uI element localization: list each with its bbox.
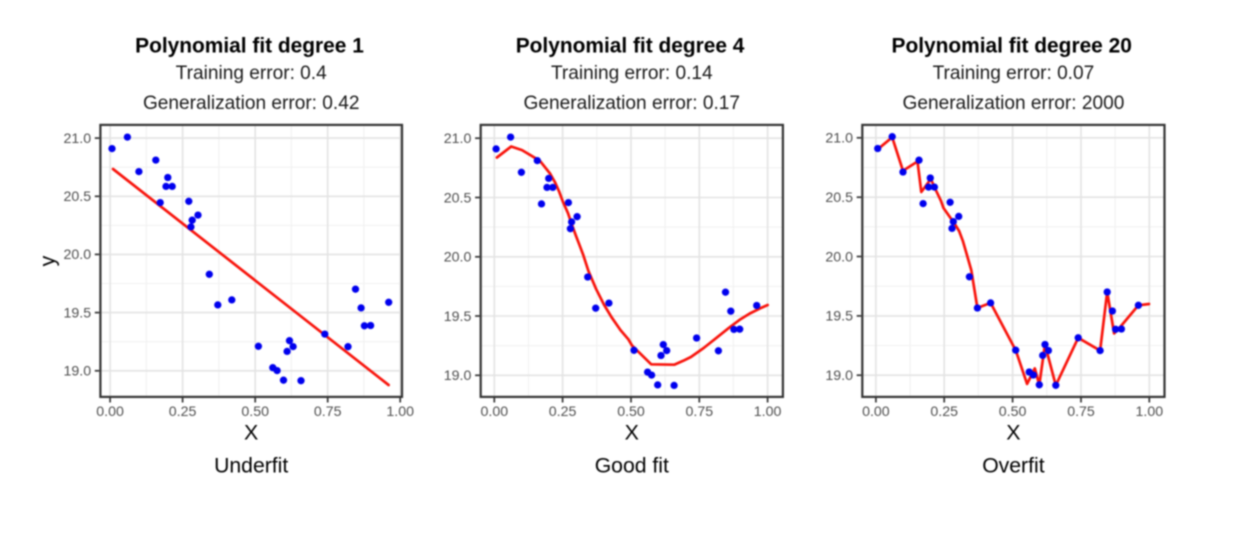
svg-text:0.75: 0.75: [314, 404, 342, 420]
svg-text:19.5: 19.5: [825, 309, 853, 325]
svg-text:y: y: [36, 255, 60, 266]
svg-text:Generalization error: 0.17: Generalization error: 0.17: [524, 93, 741, 114]
svg-text:20.5: 20.5: [825, 190, 853, 206]
svg-text:Training error: 0.07: Training error: 0.07: [933, 63, 1095, 84]
svg-text:0.25: 0.25: [169, 404, 197, 420]
svg-text:Generalization error: 0.42: Generalization error: 0.42: [143, 93, 360, 114]
svg-text:Polynomial fit degree 4: Polynomial fit degree 4: [516, 34, 745, 57]
svg-text:19.5: 19.5: [444, 309, 472, 325]
svg-text:21.0: 21.0: [444, 131, 472, 147]
svg-text:1.00: 1.00: [386, 404, 414, 420]
svg-text:0.50: 0.50: [999, 404, 1027, 420]
svg-text:0.00: 0.00: [862, 404, 890, 420]
svg-text:Polynomial fit degree 1: Polynomial fit degree 1: [135, 34, 364, 57]
svg-text:0.75: 0.75: [1067, 404, 1095, 420]
svg-text:X: X: [244, 420, 258, 444]
svg-text:0.50: 0.50: [241, 404, 269, 420]
svg-text:21.0: 21.0: [63, 131, 91, 147]
svg-text:X: X: [1006, 420, 1020, 444]
svg-text:0.75: 0.75: [685, 404, 713, 420]
svg-text:0.00: 0.00: [96, 404, 124, 420]
svg-text:Polynomial fit degree 20: Polynomial fit degree 20: [892, 34, 1132, 57]
svg-text:19.0: 19.0: [444, 368, 472, 384]
svg-text:20.0: 20.0: [63, 247, 91, 263]
svg-text:Generalization error: 2000: Generalization error: 2000: [902, 93, 1124, 114]
svg-text:Overfit: Overfit: [982, 455, 1045, 478]
svg-text:0.50: 0.50: [617, 404, 645, 420]
svg-text:0.25: 0.25: [930, 404, 958, 420]
svg-text:19.0: 19.0: [63, 364, 91, 380]
svg-text:20.0: 20.0: [444, 250, 472, 266]
svg-text:20.5: 20.5: [63, 189, 91, 205]
svg-text:0.00: 0.00: [480, 404, 508, 420]
svg-text:0.25: 0.25: [549, 404, 577, 420]
svg-text:Training error: 0.14: Training error: 0.14: [551, 63, 713, 84]
svg-text:19.5: 19.5: [63, 305, 91, 321]
svg-text:Training error: 0.4: Training error: 0.4: [176, 63, 327, 84]
svg-text:1.00: 1.00: [1135, 404, 1163, 420]
svg-text:X: X: [625, 420, 639, 444]
svg-text:Underfit: Underfit: [214, 455, 288, 478]
svg-text:19.0: 19.0: [825, 368, 853, 384]
svg-text:20.5: 20.5: [444, 190, 472, 206]
svg-text:Good fit: Good fit: [595, 455, 669, 478]
svg-text:1.00: 1.00: [754, 404, 782, 420]
svg-text:21.0: 21.0: [825, 131, 853, 147]
svg-text:20.0: 20.0: [825, 249, 853, 265]
